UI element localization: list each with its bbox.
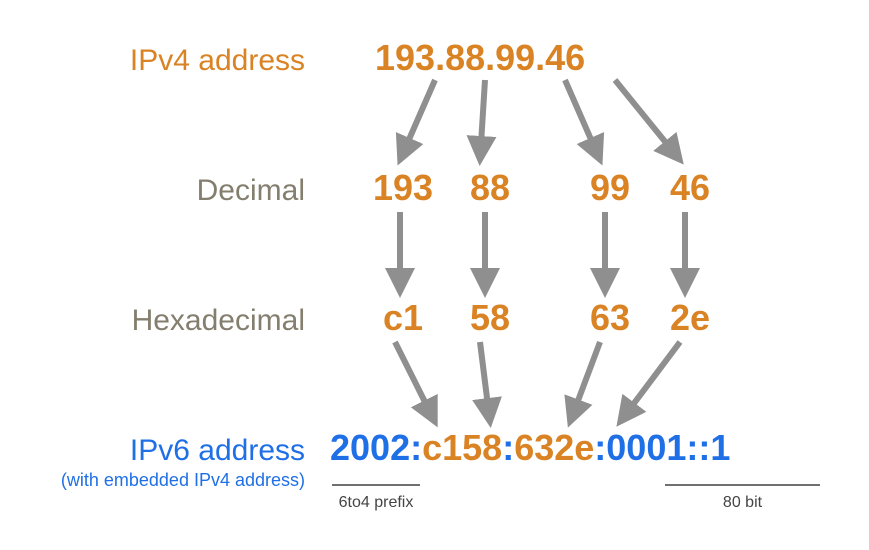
hex-octet-4: 2e <box>670 297 710 338</box>
arrow-row1-1 <box>400 80 435 160</box>
decimal-octet-2: 88 <box>470 167 510 208</box>
label-hex: Hexadecimal <box>132 304 305 337</box>
ipv4-address: 193.88.99.46 <box>375 37 585 78</box>
decimal-octet-3: 99 <box>590 167 630 208</box>
arrow-row3-3 <box>570 342 600 422</box>
arrow-row1-2 <box>480 80 485 160</box>
arrow-row3-1 <box>395 342 435 422</box>
ipv6-address: 2002:c158:632e:0001::1 <box>330 427 730 468</box>
arrow-row3-4 <box>620 342 680 422</box>
caption-bits: 80 bit <box>723 494 763 511</box>
hex-octet-3: 63 <box>590 297 630 338</box>
label-ipv6-sub: (with embedded IPv4 address) <box>61 470 305 490</box>
caption-prefix: 6to4 prefix <box>339 494 414 511</box>
label-decimal: Decimal <box>197 174 305 207</box>
arrow-row1-3 <box>565 80 600 160</box>
hex-octet-2: 58 <box>470 297 510 338</box>
arrow-row1-4 <box>615 80 680 160</box>
decimal-octet-4: 46 <box>670 167 710 208</box>
label-ipv6: IPv6 address <box>130 434 305 467</box>
arrow-row3-2 <box>480 342 490 422</box>
label-ipv4: IPv4 address <box>130 44 305 77</box>
decimal-octet-1: 193 <box>373 167 433 208</box>
hex-octet-1: c1 <box>383 297 423 338</box>
